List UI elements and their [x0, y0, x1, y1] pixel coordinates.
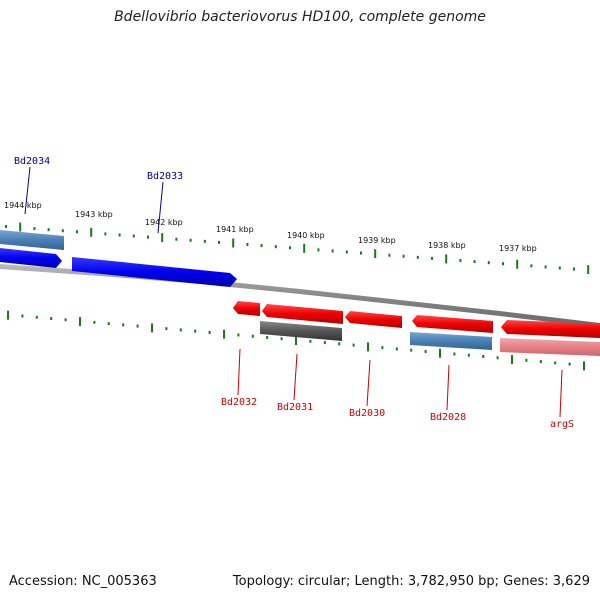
genome-title: Bdellovibrio bacteriovorus HD100, comple…	[114, 9, 486, 25]
inner-tick-ring	[7, 310, 585, 371]
genome-backbone	[0, 264, 600, 328]
gene-arrow-bd2028-steel[interactable]	[410, 332, 492, 350]
scale-label: 1943 kbp	[75, 210, 113, 219]
gene-label-bd2031[interactable]: Bd2031	[277, 402, 313, 413]
outer-tick-ring	[5, 222, 590, 275]
leader-line-bd2033	[157, 181, 164, 234]
scale-label: 1942 kbp	[145, 218, 183, 227]
leader-line-bd2034	[24, 166, 31, 215]
gene-arrow-bd2029[interactable]	[412, 315, 493, 333]
gene-label-bd2030[interactable]: Bd2030	[349, 408, 385, 419]
scale-label: 1941 kbp	[216, 225, 254, 234]
gene-arrow-bd2034-steel[interactable]	[0, 230, 64, 250]
gene-arrow-args-light[interactable]	[500, 338, 600, 356]
gene-arrow-bd2034[interactable]	[0, 248, 62, 268]
gene-label-bd2033[interactable]: Bd2033	[147, 171, 183, 182]
leader-line-bd2030	[366, 359, 371, 407]
scale-label: 1939 kbp	[358, 236, 396, 245]
scale-label: 1940 kbp	[287, 231, 325, 240]
gene-arrow-bd2031[interactable]	[262, 304, 343, 324]
accession-text: Accession: NC_005363	[9, 574, 157, 589]
gene-label-bd2028[interactable]: Bd2028	[430, 412, 466, 423]
genome-summary-text: Topology: circular; Length: 3,782,950 bp…	[232, 574, 590, 589]
gene-arrow-bd2031-gray[interactable]	[260, 321, 342, 341]
scale-label: 1944 kbp	[4, 201, 42, 210]
gene-label-bd2032[interactable]: Bd2032	[221, 397, 257, 408]
scale-label: 1938 kbp	[428, 241, 466, 250]
gene-arrow-bd2033[interactable]	[72, 257, 237, 287]
gene-arrow-args[interactable]	[501, 320, 600, 338]
gene-label-args[interactable]: argS	[550, 419, 574, 430]
leader-line-args	[559, 369, 563, 418]
leader-line-bd2031	[293, 353, 298, 401]
leader-line-bd2032	[237, 348, 241, 396]
leader-line-bd2028	[446, 364, 450, 411]
scale-label: 1937 kbp	[499, 244, 537, 253]
gene-arrow-bd2032[interactable]	[233, 301, 260, 316]
gene-label-bd2034[interactable]: Bd2034	[14, 156, 50, 167]
gene-arrow-bd2030[interactable]	[345, 311, 402, 328]
